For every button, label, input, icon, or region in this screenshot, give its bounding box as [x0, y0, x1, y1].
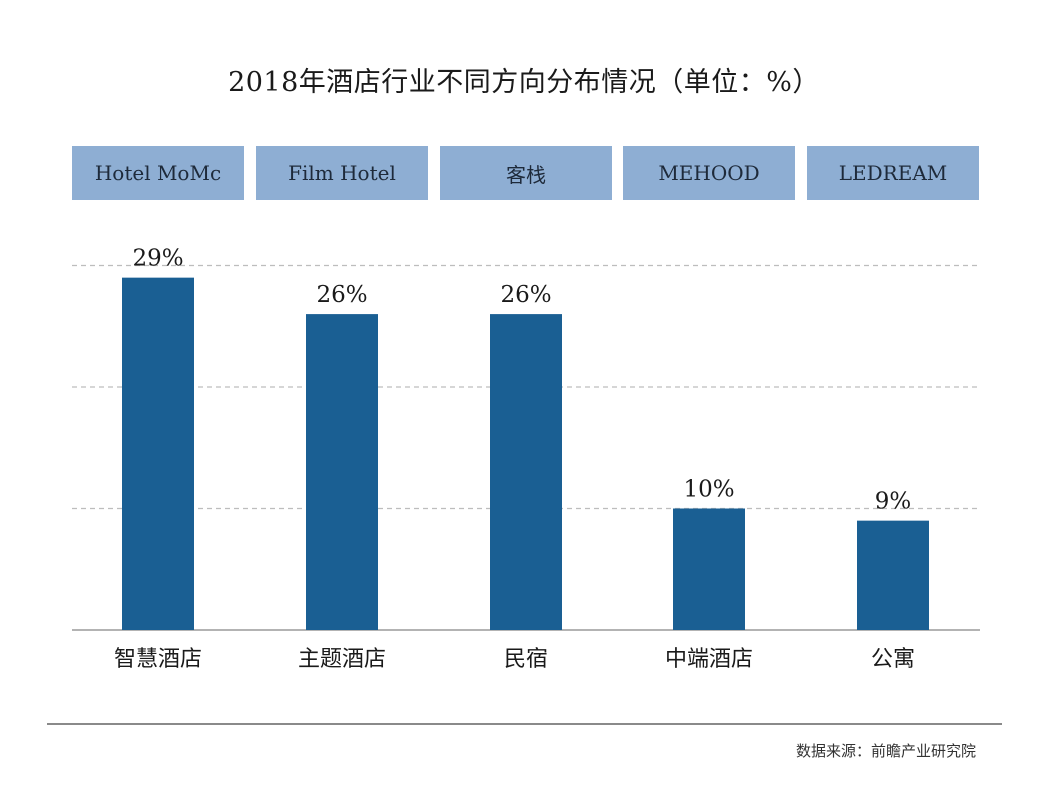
category-label: 公寓	[871, 647, 915, 672]
value-label: 29%	[132, 246, 183, 272]
value-label: 9%	[875, 489, 912, 515]
value-label: 26%	[316, 282, 367, 308]
category-label: 中端酒店	[665, 647, 753, 672]
category-label: 主题酒店	[298, 647, 386, 672]
bar	[490, 314, 562, 630]
chart-title: 2018年酒店行业不同方向分布情况（单位：%）	[228, 67, 820, 98]
footer-divider	[47, 723, 1002, 725]
category-label: 智慧酒店	[114, 647, 202, 672]
bar	[857, 520, 929, 630]
brand-header: 客栈	[440, 146, 612, 200]
brand-header: LEDREAM	[807, 146, 979, 200]
value-label: 26%	[500, 282, 551, 308]
brand-header: MEHOOD	[623, 146, 795, 200]
bar	[306, 314, 378, 630]
bar	[122, 277, 194, 630]
value-label: 10%	[683, 477, 734, 503]
category-label: 民宿	[504, 647, 548, 672]
data-source: 数据来源：前瞻产业研究院	[795, 742, 976, 760]
bar	[673, 508, 745, 630]
brand-header: Hotel MoMc	[72, 146, 244, 200]
brand-header: Film Hotel	[256, 146, 428, 200]
